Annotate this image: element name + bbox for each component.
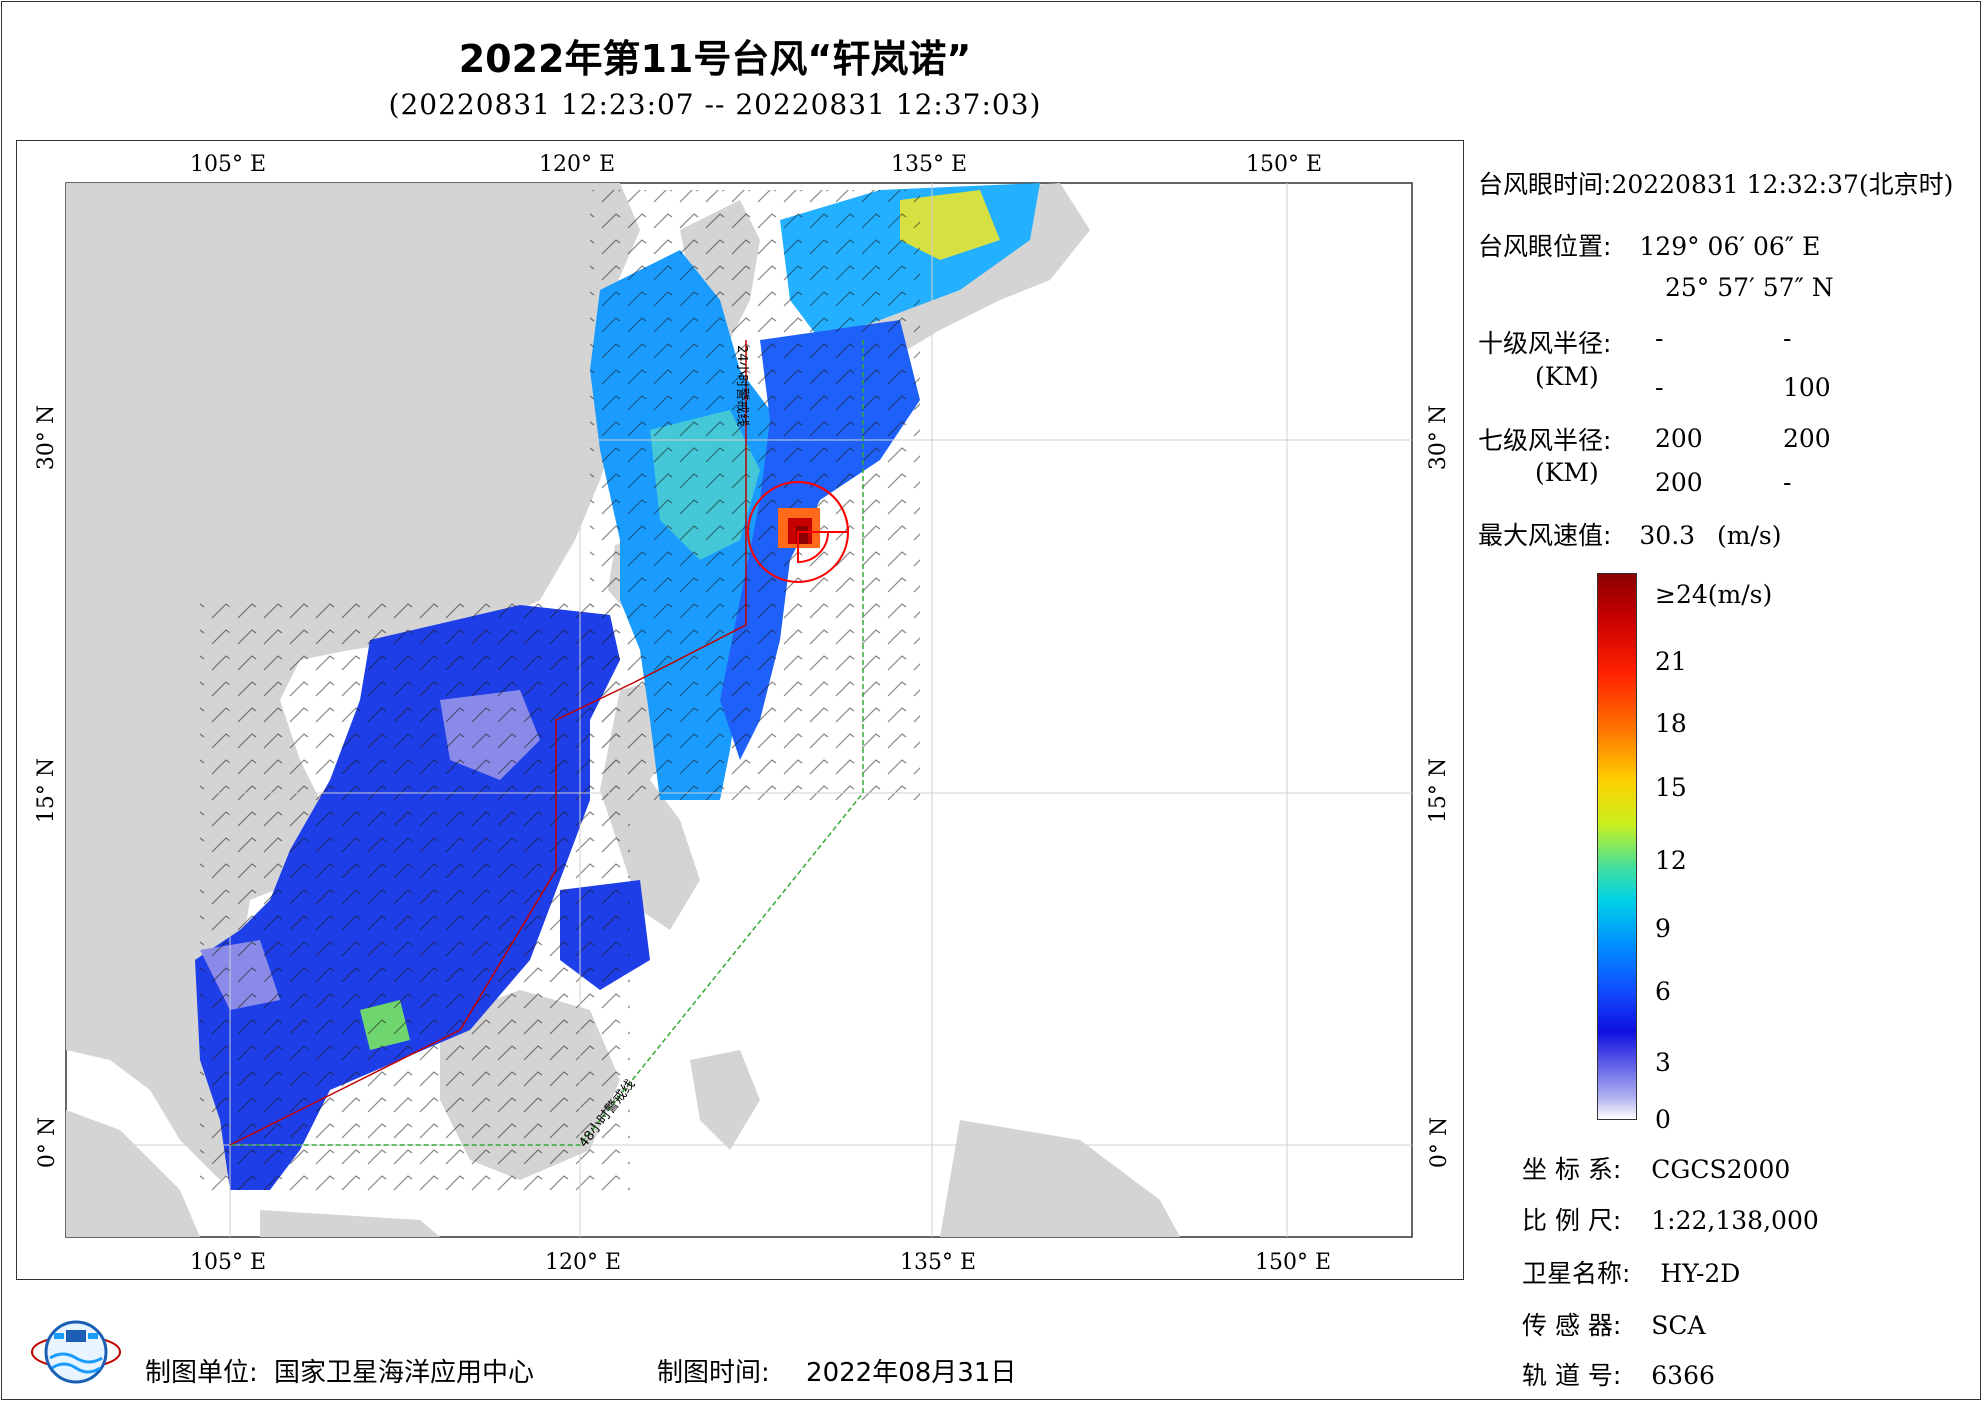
eye-time-label: 台风眼时间: xyxy=(1478,170,1612,199)
lon-tick-bottom-120: 120° E xyxy=(545,1250,622,1275)
colorbar-label-15: 15 xyxy=(1655,773,1687,802)
lat-tick-right-0: 0° N xyxy=(1427,1116,1453,1169)
r7-label: 七级风半径: xyxy=(1478,426,1612,455)
sumatra xyxy=(66,1110,200,1237)
map-frame xyxy=(16,140,1464,1280)
map-subtitle: (20220831 12:23:07 -- 20220831 12:37:03) xyxy=(388,88,1042,121)
orbit-value: 6366 xyxy=(1651,1361,1715,1390)
warning-line-48h xyxy=(230,340,864,1146)
lat-tick-right-15: 15° N xyxy=(1426,757,1452,824)
satellite-label: 卫星名称: xyxy=(1522,1259,1631,1288)
crs-row: 坐 标 系: CGCS2000 xyxy=(1522,1150,1790,1186)
sensor-value: SCA xyxy=(1651,1311,1706,1340)
max-wind-row: 最大风速值: 30.3 (m/s) xyxy=(1478,516,1781,552)
r7-value-1: 200 xyxy=(1655,424,1703,453)
date-label: 制图时间: xyxy=(657,1358,770,1388)
wind-radius-circles xyxy=(747,481,850,583)
orbit-row: 轨 道 号: 6366 xyxy=(1522,1356,1715,1392)
footer-maker: 制图单位: 国家卫星海洋应用中心 xyxy=(145,1352,534,1389)
r7-value-4: - xyxy=(1783,468,1792,497)
r7-value-3: 200 xyxy=(1655,468,1703,497)
eye-lat-value: 25° 57′ 57″ N xyxy=(1665,273,1834,302)
orbit-label: 轨 道 号: xyxy=(1522,1361,1622,1390)
satellite-value: HY-2D xyxy=(1660,1259,1741,1288)
lon-tick-bottom-150: 150° E xyxy=(1255,1250,1332,1275)
lon-tick-top-135: 135° E xyxy=(891,152,968,177)
lat-tick-left-30: 30° N xyxy=(34,404,60,471)
colorbar-label-21: 21 xyxy=(1655,647,1687,676)
footer-date: 制图时间: 2022年08月31日 xyxy=(657,1352,1016,1389)
warning-line-24h-label: 24小时警戒线 xyxy=(734,345,750,427)
r10-label: 十级风半径: xyxy=(1478,329,1612,358)
lat-tick-left-15: 15° N xyxy=(34,757,60,824)
r10-value-3: - xyxy=(1655,373,1664,402)
sensor-row: 传 感 器: SCA xyxy=(1522,1306,1706,1342)
lon-tick-top-105: 105° E xyxy=(190,152,267,177)
java xyxy=(260,1210,440,1237)
wind-barbs xyxy=(200,190,920,1200)
colorbar-label-3: 3 xyxy=(1655,1048,1671,1077)
colorbar-label-9: 9 xyxy=(1655,914,1671,943)
wind-speed-colorbar xyxy=(1597,573,1637,1120)
sulawesi xyxy=(690,1050,760,1150)
date-value: 2022年08月31日 xyxy=(806,1358,1017,1388)
lat-tick-left-0: 0° N xyxy=(35,1116,61,1169)
r10-value-2: - xyxy=(1783,324,1792,353)
sensor-label: 传 感 器: xyxy=(1522,1311,1622,1340)
new-guinea xyxy=(940,1120,1180,1237)
lon-tick-top-150: 150° E xyxy=(1246,152,1323,177)
r7-unit: (KM) xyxy=(1535,458,1599,487)
r10-value-1: - xyxy=(1655,324,1664,353)
colorbar-top-label: ≥24(m/s) xyxy=(1655,580,1773,609)
crs-label: 坐 标 系: xyxy=(1522,1155,1622,1184)
colorbar-label-0: 0 xyxy=(1655,1105,1671,1134)
scale-row: 比 例 尺: 1:22,138,000 xyxy=(1522,1201,1819,1237)
colorbar-label-6: 6 xyxy=(1655,977,1671,1006)
eye-time-value: 20220831 12:32:37(北京时) xyxy=(1611,170,1954,199)
eye-pos-label: 台风眼位置: xyxy=(1478,232,1612,261)
max-wind-unit: (m/s) xyxy=(1717,521,1782,550)
lat-tick-right-30: 30° N xyxy=(1426,404,1452,471)
map-title: 2022年第11号台风“轩岚诺” xyxy=(458,37,972,81)
warning-line-24h xyxy=(229,340,747,1146)
scale-value: 1:22,138,000 xyxy=(1651,1206,1819,1235)
nsoas-logo xyxy=(31,1320,121,1384)
crs-value: CGCS2000 xyxy=(1651,1155,1791,1184)
max-wind-label: 最大风速值: xyxy=(1478,521,1612,550)
wind-swath-japan-sea-strong xyxy=(900,190,1000,260)
maker-label: 制图单位: xyxy=(145,1358,258,1388)
max-wind-value: 30.3 xyxy=(1639,521,1696,550)
r7-value-2: 200 xyxy=(1783,424,1831,453)
colorbar-label-12: 12 xyxy=(1655,846,1687,875)
eye-lon-value: 129° 06′ 06″ E xyxy=(1639,232,1821,261)
r10-unit: (KM) xyxy=(1535,362,1599,391)
maker-value: 国家卫星海洋应用中心 xyxy=(274,1358,535,1388)
lon-tick-top-120: 120° E xyxy=(539,152,616,177)
lon-tick-bottom-105: 105° E xyxy=(190,1250,267,1275)
eye-time-row: 台风眼时间:20220831 12:32:37(北京时) xyxy=(1478,165,1953,201)
satellite-row: 卫星名称: HY-2D xyxy=(1522,1254,1740,1290)
colorbar-label-18: 18 xyxy=(1655,709,1687,738)
lon-tick-bottom-135: 135° E xyxy=(900,1250,977,1275)
r10-value-4: 100 xyxy=(1783,373,1831,402)
eye-pos-row: 台风眼位置: 129° 06′ 06″ E xyxy=(1478,227,1820,263)
scale-label: 比 例 尺: xyxy=(1522,1206,1622,1235)
